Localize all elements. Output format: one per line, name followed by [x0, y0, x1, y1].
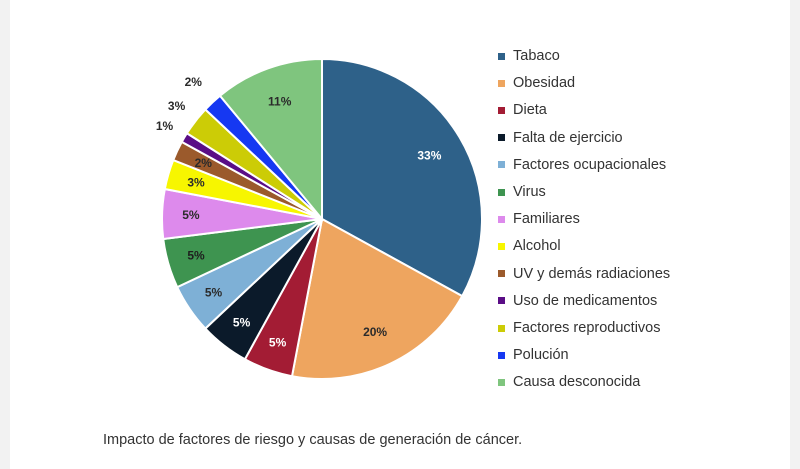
legend-swatch — [498, 324, 505, 332]
legend-label: Factores reproductivos — [513, 320, 661, 336]
legend-label: Uso de medicamentos — [513, 292, 658, 309]
legend-label: Virus — [513, 184, 546, 200]
slice-value-label: 5% — [187, 249, 205, 263]
slice-value-label: 33% — [417, 149, 441, 163]
legend-swatch — [498, 134, 505, 142]
legend-label: Familiares — [513, 211, 580, 228]
legend-swatch — [498, 215, 505, 223]
legend-swatch — [498, 52, 505, 60]
legend-label: Tabaco — [513, 48, 560, 64]
slice-value-label: 5% — [269, 335, 287, 349]
legend-label: Alcohol — [513, 238, 561, 255]
pie-slice-obesidad — [290, 217, 464, 381]
slice-value-label: 2% — [185, 75, 203, 89]
slice-value-label: 11% — [268, 95, 292, 109]
legend-item: Tabaco — [498, 48, 560, 64]
legend-swatch — [498, 106, 505, 114]
legend-label: Obesidad — [513, 75, 576, 92]
slice-value-label: 3% — [168, 99, 186, 113]
legend-item: Familiares — [498, 211, 580, 227]
legend-swatch — [498, 161, 505, 169]
legend-item: Polución — [498, 347, 569, 363]
chart-legend: Tabaco Obesidad Dieta Falta de ejercicio Fac… — [498, 48, 738, 398]
legend-item: Factores reproductivos — [498, 320, 660, 336]
legend-item: Alcohol — [498, 238, 561, 254]
slice-value-label: 3% — [187, 175, 205, 189]
legend-item: Dieta — [498, 102, 547, 118]
legend-label: Falta de ejercicio — [513, 129, 623, 146]
legend-label: UV y demás radiaciones — [513, 265, 671, 282]
legend-item: Falta de ejercicio — [498, 130, 623, 146]
pie-slice-tabaco — [321, 57, 483, 298]
legend-swatch — [498, 79, 505, 87]
legend-item: Virus — [498, 184, 546, 200]
legend-item: Uso de medicamentos — [498, 293, 657, 309]
slice-value-label: 1% — [156, 119, 174, 133]
slice-value-label: 20% — [363, 325, 387, 339]
legend-label: Factores ocupacionales — [513, 156, 667, 173]
slice-value-label: 5% — [233, 316, 251, 330]
legend-label: Dieta — [513, 102, 547, 119]
legend-item: Obesidad — [498, 75, 575, 91]
legend-item: Causa desconocida — [498, 374, 640, 390]
legend-swatch — [498, 270, 505, 278]
legend-swatch — [498, 297, 505, 305]
slice-value-label: 2% — [195, 156, 213, 170]
legend-swatch — [498, 351, 505, 359]
legend-item: UV y demás radiaciones — [498, 266, 670, 282]
legend-swatch — [498, 188, 505, 196]
pie-slice-causa-desconocida — [218, 57, 323, 222]
slice-value-label: 5% — [182, 208, 200, 222]
chart-caption: Impacto de factores de riesgo y causas d… — [103, 432, 523, 448]
legend-label: Causa desconocida — [513, 374, 641, 391]
legend-swatch — [498, 378, 505, 386]
slice-value-label: 5% — [205, 286, 223, 300]
legend-label: Polución — [513, 347, 569, 364]
legend-item: Factores ocupacionales — [498, 157, 666, 173]
legend-swatch — [498, 242, 505, 250]
